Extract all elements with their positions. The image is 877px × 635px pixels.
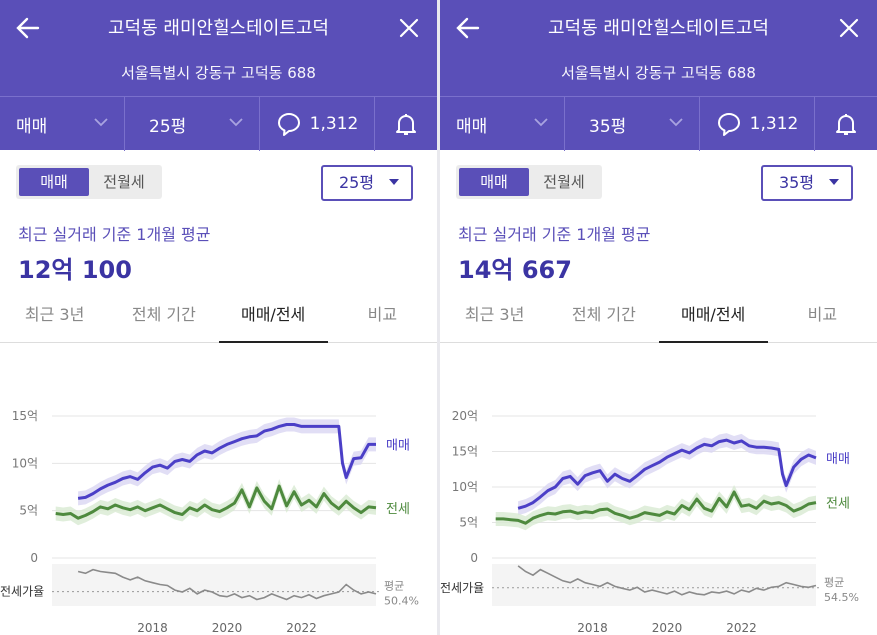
size-select[interactable]: 35평 <box>565 97 700 151</box>
tab-sale-rent[interactable]: 매매/전세 <box>218 295 329 343</box>
y-tick-label: 10억 <box>12 456 38 470</box>
comments-button[interactable]: 1,312 <box>700 97 815 151</box>
ratio-line <box>517 565 817 596</box>
size-dropdown[interactable]: 35평 <box>761 165 853 201</box>
tab-all-period[interactable]: 전체 기간 <box>131 305 196 324</box>
sale-line <box>517 438 817 510</box>
deal-type-select[interactable]: 매매 <box>440 97 565 151</box>
address: 서울특별시 강동구 고덕동 688 <box>561 64 756 82</box>
x-tick-label: 2022 <box>726 621 757 635</box>
bell-icon <box>836 114 856 135</box>
header: 고덕동 래미안힐스테이트고덕 서울특별시 강동구 고덕동 688 매매 25평 … <box>0 0 437 151</box>
panel-25: 고덕동 래미안힐스테이트고덕 서울특별시 강동구 고덕동 688 매매 25평 … <box>0 0 437 635</box>
chevron-down-icon <box>229 118 243 127</box>
chevron-down-icon <box>669 118 683 127</box>
comments-button[interactable]: 1,312 <box>260 97 375 151</box>
tab-all-period[interactable]: 전체 기간 <box>571 305 636 324</box>
y-tick-label: 20억 <box>452 409 478 423</box>
deal-segment: 매매 전월세 <box>456 165 602 199</box>
sale-line <box>77 423 376 500</box>
x-tick-label: 2018 <box>577 621 608 635</box>
y-tick-label: 5억 <box>19 504 38 518</box>
filter-bar: 매매 25평 1,312 <box>0 96 437 151</box>
back-arrow-icon[interactable] <box>12 12 44 44</box>
page-title: 고덕동 래미안힐스테이트고덕 <box>107 18 329 39</box>
panel-35: 고덕동 래미안힐스테이트고덕 서울특별시 강동구 고덕동 688 매매 35평 … <box>440 0 877 635</box>
series-label: 매매 <box>826 452 850 467</box>
tab-sale-rent[interactable]: 매매/전세 <box>658 295 769 343</box>
x-tick-label: 2022 <box>286 621 317 635</box>
back-arrow-icon[interactable] <box>452 12 484 44</box>
series-range-band <box>55 479 377 526</box>
size-dropdown[interactable]: 25평 <box>321 165 413 201</box>
x-tick-label: 2020 <box>652 621 683 635</box>
deal-type-select[interactable]: 매매 <box>0 97 125 151</box>
tab-compare[interactable]: 비교 <box>367 305 398 324</box>
period-tabs: 최근 3년 전체 기간 매매/전세 비교 <box>440 295 877 343</box>
caret-down-icon <box>829 179 839 185</box>
period-tabs: 최근 3년 전체 기간 매매/전세 비교 <box>0 295 437 343</box>
speech-bubble-icon <box>277 113 300 136</box>
summary-price: 14억 667 <box>458 256 572 284</box>
size-dropdown-value: 25평 <box>339 173 375 192</box>
ratio-average-label: 평균 <box>384 580 404 593</box>
series-label: 매매 <box>386 438 410 453</box>
y-tick-label: 10억 <box>452 480 478 494</box>
summary-label: 최근 실거래 기준 1개월 평균 <box>458 225 651 244</box>
tab-recent-3y[interactable]: 최근 3년 <box>464 305 525 324</box>
tab-recent-3y[interactable]: 최근 3년 <box>24 305 85 324</box>
ratio-average-value: 50.4% <box>384 595 419 608</box>
size-value: 25평 <box>149 116 187 137</box>
size-select[interactable]: 25평 <box>125 97 260 151</box>
series-range-band <box>78 417 376 506</box>
bell-icon <box>396 114 416 135</box>
y-tick-label: 0 <box>470 551 478 565</box>
notification-button[interactable] <box>815 97 877 151</box>
close-icon[interactable] <box>833 12 865 44</box>
ratio-panel-bg <box>492 564 816 606</box>
series-label: 전세 <box>386 502 410 517</box>
deal-segment: 매매 전월세 <box>16 165 162 199</box>
size-dropdown-value: 35평 <box>779 173 815 192</box>
y-tick-label: 15억 <box>452 445 478 459</box>
y-tick-label: 5억 <box>459 516 478 530</box>
segment-sale[interactable]: 매매 <box>19 168 89 196</box>
comment-count: 1,312 <box>309 114 359 134</box>
ratio-average-value: 54.5% <box>824 591 859 604</box>
segment-rent[interactable]: 전월세 <box>103 173 145 191</box>
rent-line <box>55 484 377 520</box>
comment-count: 1,312 <box>749 114 799 134</box>
ratio-label: 전세가율 <box>0 585 44 599</box>
chevron-down-icon <box>534 118 548 127</box>
page-title: 고덕동 래미안힐스테이트고덕 <box>547 18 769 39</box>
y-tick-label: 0 <box>30 551 38 565</box>
tab-compare[interactable]: 비교 <box>807 305 838 324</box>
x-tick-label: 2020 <box>212 621 243 635</box>
ratio-line <box>77 568 377 601</box>
ratio-label: 전세가율 <box>440 581 484 595</box>
y-tick-label: 15억 <box>12 409 38 423</box>
summary-price: 12억 100 <box>18 256 132 284</box>
header: 고덕동 래미안힐스테이트고덕 서울특별시 강동구 고덕동 688 매매 35평 … <box>440 0 877 151</box>
speech-bubble-icon <box>717 113 740 136</box>
chevron-down-icon <box>94 118 108 127</box>
notification-button[interactable] <box>375 97 437 151</box>
ratio-panel-bg <box>52 564 376 606</box>
filter-bar: 매매 35평 1,312 <box>440 96 877 151</box>
caret-down-icon <box>389 179 399 185</box>
segment-rent[interactable]: 전월세 <box>543 173 585 191</box>
close-icon[interactable] <box>393 12 425 44</box>
segment-sale[interactable]: 매매 <box>459 168 529 196</box>
size-value: 35평 <box>589 116 627 137</box>
summary-label: 최근 실거래 기준 1개월 평균 <box>18 225 211 244</box>
series-label: 전세 <box>826 497 850 512</box>
rent-line <box>495 490 817 525</box>
ratio-average-label: 평균 <box>824 576 844 589</box>
x-tick-label: 2018 <box>137 621 168 635</box>
address: 서울특별시 강동구 고덕동 688 <box>121 64 316 82</box>
deal-type-value: 매매 <box>456 116 488 137</box>
deal-type-value: 매매 <box>16 116 48 137</box>
